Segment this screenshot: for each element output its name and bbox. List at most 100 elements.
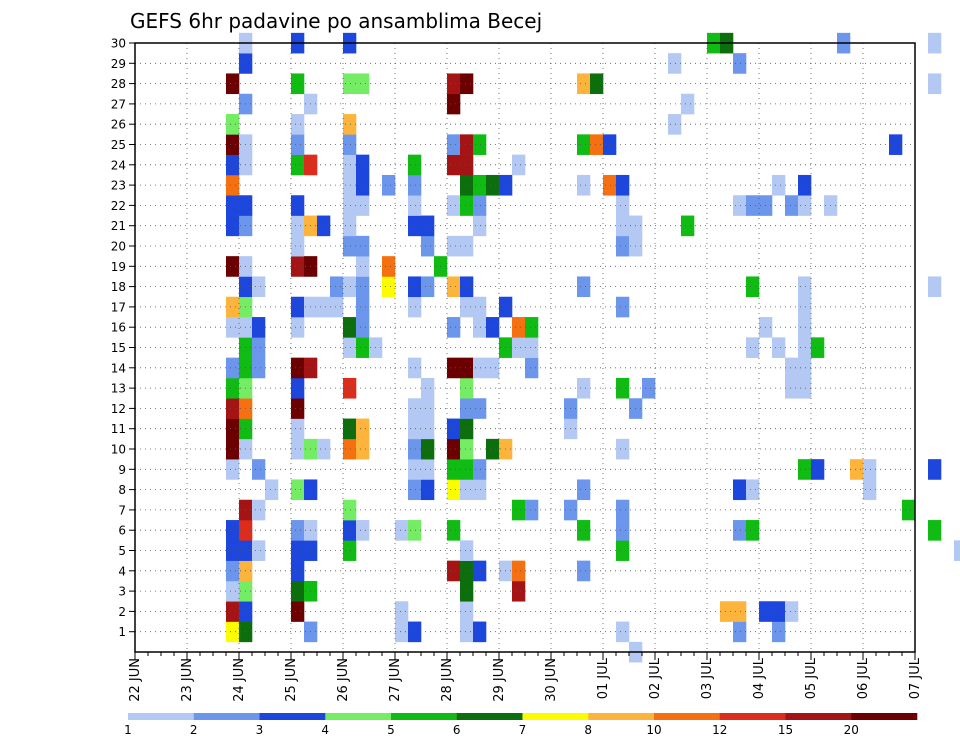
heatmap-cell (408, 459, 422, 480)
heatmap-cell (863, 479, 877, 501)
heatmap-cell (226, 154, 240, 176)
heatmap-cell (343, 154, 357, 176)
heatmap-cell (343, 73, 357, 95)
heatmap-cell (798, 317, 812, 338)
heatmap-cell (291, 134, 305, 155)
heatmap-cell (447, 560, 461, 582)
y-tick-label: 24 (111, 158, 126, 172)
heatmap-cell (473, 296, 487, 318)
heatmap-cell (746, 479, 760, 501)
heatmap-cell (525, 337, 539, 358)
heatmap-cell (512, 337, 526, 358)
y-tick-label: 18 (111, 280, 126, 294)
heatmap-cell (343, 317, 357, 338)
heatmap-cell (343, 540, 357, 561)
heatmap-cell (460, 479, 474, 501)
heatmap-cell (460, 235, 474, 257)
heatmap-cell (577, 479, 591, 501)
heatmap-cell (330, 276, 344, 298)
heatmap-cell (291, 520, 305, 541)
heatmap-cell (798, 195, 812, 216)
heatmap-cell (356, 154, 370, 176)
heatmap-cell (460, 134, 474, 155)
heatmap-cell (460, 601, 474, 622)
heatmap-cell (252, 540, 266, 561)
colorbar-label: 6 (453, 723, 461, 737)
heatmap-cell (798, 357, 812, 379)
colorbar-label: 12 (712, 723, 727, 737)
colorbar-swatch (259, 713, 326, 720)
heatmap-cell (447, 73, 461, 95)
y-tick-label: 28 (111, 77, 126, 91)
heatmap-cell (772, 174, 786, 196)
heatmap-cell (473, 317, 487, 338)
heatmap-cell (681, 215, 695, 237)
heatmap-cell (421, 235, 435, 257)
heatmap-cell (226, 601, 240, 622)
heatmap-cell (616, 195, 630, 216)
y-tick-label: 23 (111, 179, 126, 193)
heatmap-cell (460, 357, 474, 379)
heatmap-cell (577, 560, 591, 582)
colorbar-label: 3 (256, 723, 264, 737)
heatmap-cell (850, 459, 864, 480)
x-tick-label: 22 JUN (128, 658, 143, 702)
heatmap-cell (616, 377, 630, 399)
y-tick-label: 2 (118, 605, 126, 619)
heatmap-cell (733, 53, 747, 74)
heatmap-cell (590, 134, 604, 155)
x-tick-label: 23 JUN (180, 658, 195, 702)
y-tick-label: 20 (111, 240, 126, 254)
heatmap-cell (798, 174, 812, 196)
heatmap-cell (408, 418, 422, 440)
x-tick-label: 01 JUL (596, 657, 611, 699)
colorbar-swatch (719, 713, 786, 720)
heatmap-cell (291, 357, 305, 379)
x-tick-label: 24 JUN (232, 658, 247, 702)
heatmap-cell (746, 195, 760, 216)
y-axis-ticks: 1234567891011121314151617181920212223242… (111, 37, 135, 639)
colorbar-swatch (456, 713, 523, 720)
x-tick-label: 29 JUN (492, 658, 507, 702)
colorbar-swatch (851, 713, 918, 720)
y-tick-label: 26 (111, 118, 126, 132)
y-tick-label: 27 (111, 97, 126, 111)
heatmap-cell (408, 195, 422, 216)
y-tick-label: 8 (118, 483, 126, 497)
heatmap-cell (226, 114, 240, 135)
heatmap-cell (798, 459, 812, 480)
heatmap-cell (408, 296, 422, 318)
heatmap-cell (356, 73, 370, 95)
heatmap-cell (603, 134, 617, 155)
heatmap-cell (577, 276, 591, 298)
heatmap-cell (447, 357, 461, 379)
y-tick-label: 15 (111, 341, 126, 355)
heatmap-cell (447, 459, 461, 480)
heatmap-cell (902, 499, 916, 521)
colorbar-label: 8 (584, 723, 592, 737)
heatmap-cell (330, 296, 344, 318)
heatmap-cell (421, 276, 435, 298)
heatmap-cell (226, 398, 240, 419)
heatmap-cell (291, 73, 305, 95)
y-tick-label: 5 (118, 544, 126, 558)
heatmap-cell (681, 93, 695, 115)
colorbar-label: 10 (646, 723, 661, 737)
heatmap-cell (382, 174, 396, 196)
heatmap-cell (616, 520, 630, 541)
heatmap-cell (408, 357, 422, 379)
heatmap-cell (447, 235, 461, 257)
heatmap-cell (252, 317, 266, 338)
heatmap-cell (408, 154, 422, 176)
heatmap-cell (291, 601, 305, 622)
colorbar-label: 1 (124, 723, 132, 737)
heatmap-cell (356, 520, 370, 541)
heatmap-cell (408, 215, 422, 237)
heatmap-cell (811, 459, 825, 480)
heatmap-cell (525, 317, 539, 338)
heatmap-cell (473, 560, 487, 582)
y-tick-label: 19 (111, 260, 126, 274)
heatmap-cell (460, 438, 474, 460)
heatmap-cell (616, 215, 630, 237)
heatmap-cell (421, 377, 435, 399)
